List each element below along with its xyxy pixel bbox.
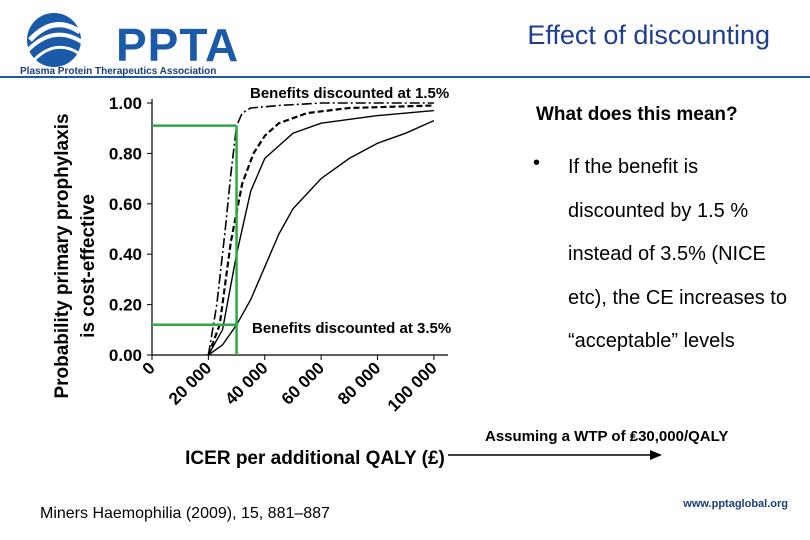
x-tick-label: 80 000 xyxy=(334,358,384,408)
x-tick-label: 0 xyxy=(139,358,159,378)
x-tick-label: 100 000 xyxy=(384,358,441,415)
y-tick-label: 0.40 xyxy=(109,245,142,264)
series-line-4 xyxy=(207,119,435,356)
ppta-logo: PPTA Plasma Protein Therapeutics Associa… xyxy=(18,10,248,78)
annotation-3-5pct: Benefits discounted at 3.5% xyxy=(252,320,451,337)
wtp-note: Assuming a WTP of ₤30,000/QALY xyxy=(485,428,729,445)
y-axis-label-line2: is cost-effective xyxy=(78,194,99,338)
x-axis-label: ICER per additional QALY (£) xyxy=(185,448,445,469)
y-axis-label: Probability primary prophylaxis xyxy=(52,113,73,398)
slide-title: Effect of discounting xyxy=(527,20,770,50)
y-tick-label: 0.60 xyxy=(109,195,142,214)
y-tick-label: 1.00 xyxy=(109,94,142,113)
x-tick-label: 40 000 xyxy=(221,358,271,408)
bullet-text: If the benefit is discounted by 1.5 % in… xyxy=(568,156,787,352)
series-line-1 xyxy=(207,102,434,356)
wtp-arrow-head xyxy=(650,450,662,460)
series-line-2 xyxy=(207,104,434,356)
annotation-1-5pct: Benefits discounted at 1.5% xyxy=(250,85,449,102)
bullet-marker: • xyxy=(533,152,541,174)
reference-citation: Miners Haemophilia (2009), 15, 881–887 xyxy=(40,505,330,522)
question-heading: What does this mean? xyxy=(536,104,738,125)
header-divider xyxy=(0,76,810,78)
y-tick-label: 0.80 xyxy=(109,144,142,163)
footer-url[interactable]: www.pptaglobal.org xyxy=(683,498,788,510)
y-tick-label: 0.20 xyxy=(109,296,142,315)
y-tick-label: 0.00 xyxy=(109,346,142,365)
x-tick-label: 20 000 xyxy=(165,358,215,408)
series-line-3 xyxy=(207,109,434,356)
x-tick-label: 60 000 xyxy=(278,358,328,408)
ppta-globe-icon xyxy=(26,13,84,67)
logo-subtitle: Plasma Protein Therapeutics Association xyxy=(20,66,217,77)
logo-wordmark: PPTA xyxy=(116,19,240,71)
